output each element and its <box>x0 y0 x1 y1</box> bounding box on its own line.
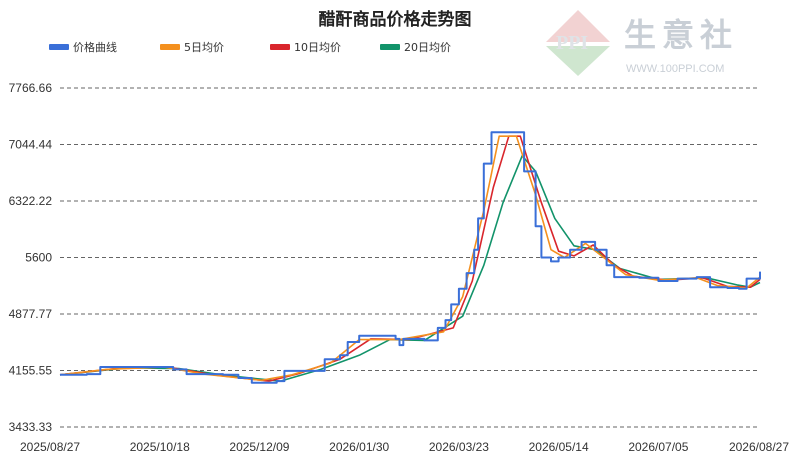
y-tick-label: 7044.44 <box>9 137 53 151</box>
watermark-url: WWW.100PPI.COM <box>626 63 724 75</box>
legend-item-price: 价格曲线 <box>49 40 117 54</box>
ma20-line <box>59 155 761 382</box>
watermark-logo: PPI 生意社 WWW.100PPI.COM <box>546 10 738 76</box>
grid <box>60 87 760 428</box>
legend-swatch <box>270 44 290 50</box>
y-tick-label: 5600 <box>25 250 52 264</box>
price-line <box>60 131 761 384</box>
x-tick-label: 2026/03/23 <box>429 440 489 454</box>
logo-diamond-bottom-icon <box>546 46 610 76</box>
x-tick-label: 2026/08/27 <box>729 440 789 454</box>
x-tick-label: 2025/10/18 <box>130 440 190 454</box>
x-tick-label: 2026/07/05 <box>628 440 688 454</box>
watermark-brand: 生意社 <box>624 16 738 54</box>
y-tick-label: 7766.66 <box>9 81 53 95</box>
y-tick-label: 4877.77 <box>9 307 53 321</box>
legend-label: 20日均价 <box>404 41 451 54</box>
legend-swatch <box>160 44 180 50</box>
logo-ppi-mark: PPI <box>556 32 588 54</box>
x-tick-label: 2026/01/30 <box>329 440 389 454</box>
y-tick-label: 6322.22 <box>9 194 53 208</box>
legend-item-ma5: 5日均价 <box>160 41 224 54</box>
legend: 价格曲线 5日均价 10日均价 20日均价 <box>49 40 451 54</box>
ma10-line <box>59 135 761 382</box>
x-tick-label: 2026/05/14 <box>529 440 589 454</box>
legend-label: 价格曲线 <box>73 40 117 54</box>
y-tick-label: 3433.33 <box>9 420 53 434</box>
x-tick-label: 2025/08/27 <box>20 440 80 454</box>
ma5-line <box>59 135 761 382</box>
logo-diamond-top-icon <box>546 10 610 42</box>
legend-swatch <box>49 44 69 50</box>
legend-item-ma10: 10日均价 <box>270 41 341 54</box>
x-axis-ticks: 2025/08/27 2025/10/18 2025/12/09 2026/01/30… <box>20 440 789 454</box>
legend-label: 5日均价 <box>184 41 224 54</box>
legend-item-ma20: 20日均价 <box>380 41 451 54</box>
y-axis-ticks: 3433.33 4155.55 4877.77 5600 6322.22 7044.44 7… <box>9 81 53 434</box>
series-group <box>59 131 761 384</box>
y-tick-label: 4155.55 <box>9 364 53 378</box>
legend-label: 10日均价 <box>294 41 341 54</box>
x-tick-label: 2025/12/09 <box>229 440 289 454</box>
legend-swatch <box>380 44 400 50</box>
chart-title: 醋酐商品价格走势图 <box>319 9 472 30</box>
